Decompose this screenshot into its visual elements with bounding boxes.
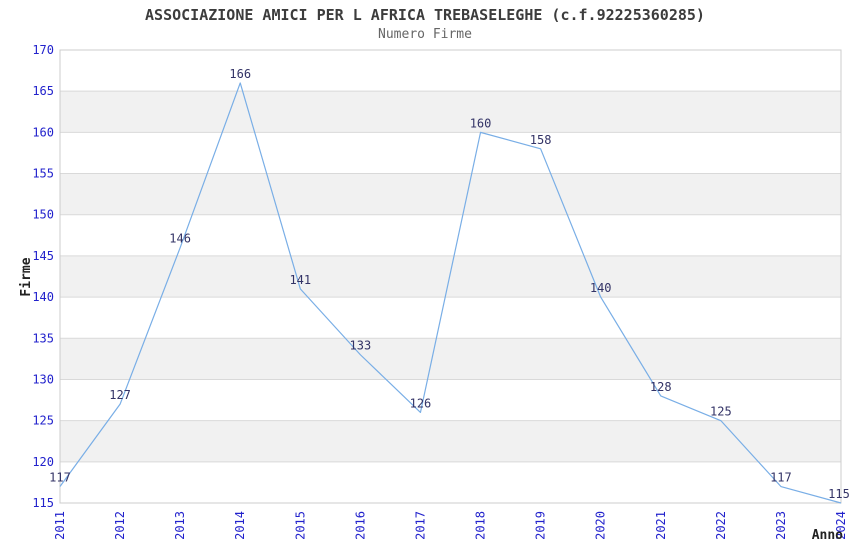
y-tick-label: 160 xyxy=(32,125,54,139)
y-tick-label: 115 xyxy=(32,496,54,510)
y-tick-label: 155 xyxy=(32,167,54,181)
x-tick-label: 2019 xyxy=(534,511,548,540)
data-point-label: 115 xyxy=(828,487,850,501)
y-grid-band xyxy=(60,255,841,298)
y-grid-band xyxy=(60,338,841,380)
y-tick-label: 125 xyxy=(32,414,54,428)
y-tick-label: 130 xyxy=(32,372,54,386)
x-tick-label: 2011 xyxy=(53,511,67,540)
data-point-label: 128 xyxy=(650,380,672,394)
plot-border xyxy=(59,49,842,504)
data-point-label: 117 xyxy=(49,471,71,485)
data-point-label: 166 xyxy=(229,67,251,81)
data-point-label: 160 xyxy=(470,116,492,130)
data-point-label: 141 xyxy=(289,273,311,287)
x-tick-label: 2018 xyxy=(474,511,488,540)
x-tick-label: 2021 xyxy=(654,511,668,540)
y-tick-label: 145 xyxy=(32,249,54,263)
y-tick-label: 170 xyxy=(32,43,54,57)
data-point-label: 158 xyxy=(530,133,552,147)
data-point-label: 133 xyxy=(350,339,372,353)
y-grid-band xyxy=(60,420,841,462)
data-point-label: 125 xyxy=(710,405,732,419)
x-tick-label: 2020 xyxy=(594,511,608,540)
x-tick-label: 2014 xyxy=(233,511,247,540)
x-tick-label: 2012 xyxy=(113,511,127,540)
chart-subtitle: Numero Firme xyxy=(378,27,472,42)
data-point-label: 127 xyxy=(109,388,131,402)
x-tick-label: 2022 xyxy=(714,511,728,540)
x-axis-title: Anno xyxy=(811,528,843,543)
x-tick-label: 2013 xyxy=(173,511,187,540)
data-point-label: 146 xyxy=(169,232,191,246)
x-tick-label: 2023 xyxy=(774,511,788,540)
x-tick-label: 2017 xyxy=(413,511,427,540)
x-tick-label: 2016 xyxy=(353,511,367,540)
data-point-label: 140 xyxy=(590,281,612,295)
x-tick-label: 2015 xyxy=(293,511,307,540)
data-point-label: 117 xyxy=(770,471,792,485)
data-point-label: 126 xyxy=(410,396,432,410)
y-tick-label: 135 xyxy=(32,331,54,345)
chart-title: ASSOCIAZIONE AMICI PER L AFRICA TREBASEL… xyxy=(145,6,705,24)
data-line xyxy=(59,82,842,504)
x-tick-label: 2024 xyxy=(834,511,848,540)
y-tick-label: 120 xyxy=(32,455,54,469)
y-grid-band xyxy=(60,91,841,133)
y-grid-band xyxy=(60,173,841,215)
y-tick-label: 150 xyxy=(32,208,54,222)
y-axis-title: Firme xyxy=(19,257,34,297)
y-tick-label: 140 xyxy=(32,290,54,304)
y-tick-label: 165 xyxy=(32,84,54,98)
